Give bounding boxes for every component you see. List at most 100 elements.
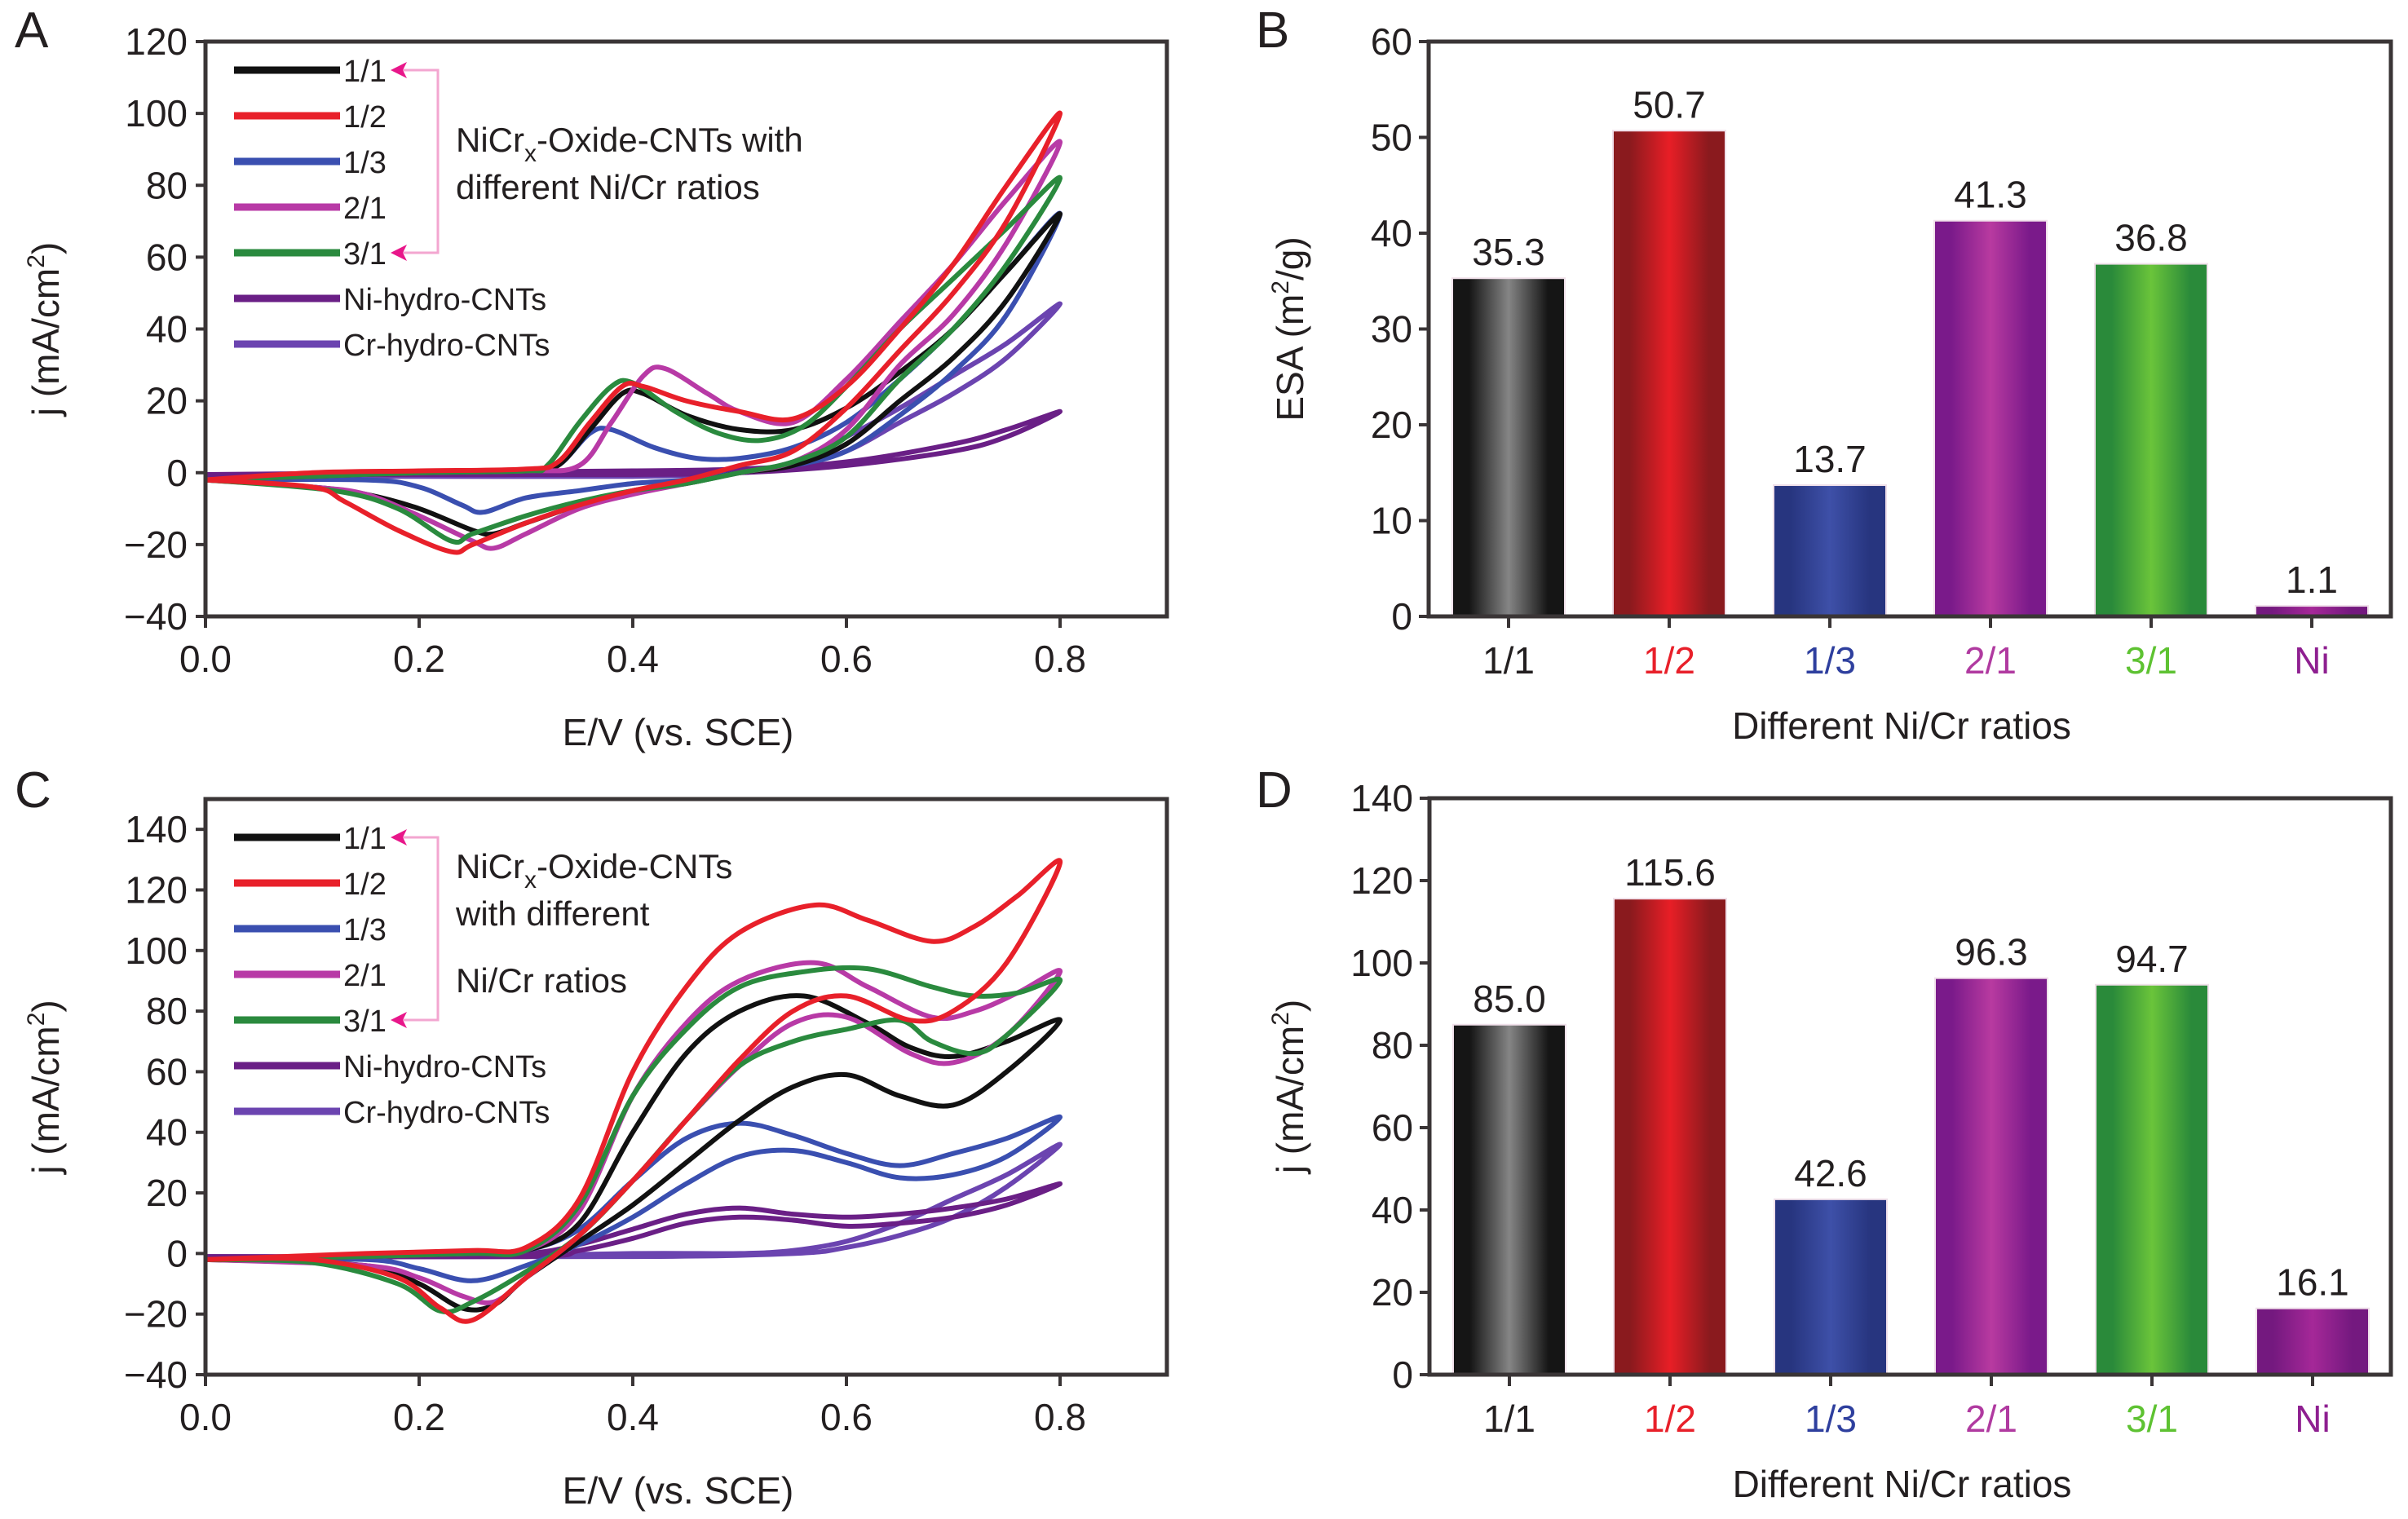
- panel-a-y-tick-label: 20: [146, 380, 188, 422]
- panel-c-series-cr-hydro-cnts: [205, 1141, 1063, 1260]
- panel-letter-a: A: [15, 2, 49, 59]
- panel-b-y-tick-label: 30: [1371, 308, 1412, 351]
- panel-b-esa-bar-chart: 0 10 20 30 40 50 60 35.3 1/1 50.7 1/2 13.7 1/3 41.3 2/…: [1267, 20, 2393, 747]
- panel-b-category-label: 1/1: [1482, 639, 1535, 682]
- panel-a-y-tick-label: 60: [146, 236, 188, 278]
- panel-a-legend-label: Cr-hydro-CNTs: [343, 329, 550, 363]
- panel-c-legend-label: 1/1: [343, 822, 387, 856]
- panel-a-y-tick-label: 0: [166, 452, 188, 494]
- panel-b-bar-1-3: [1773, 484, 1887, 618]
- panel-b-plot-frame: [1426, 39, 2393, 619]
- panel-a-legend-note-line1: NiCrx-Oxide-CNTs with: [456, 121, 803, 167]
- panel-c-series-1-2: [205, 858, 1063, 1324]
- panel-d-data-label: 94.7: [2115, 938, 2189, 980]
- panel-a-y-tick-label: 40: [146, 308, 188, 351]
- panel-d-bar-1-3: [1774, 1198, 1888, 1375]
- panel-a-series-ni-hydro-cnts: [205, 408, 1063, 478]
- panel-d-bar-1-2: [1613, 898, 1727, 1375]
- panel-a-legend-item: 2/1: [234, 192, 387, 226]
- panel-d-y-tick-label: 80: [1372, 1024, 1413, 1066]
- panel-d-category-label: 1/1: [1483, 1398, 1535, 1440]
- panel-a-series-1-2: [205, 110, 1063, 555]
- panel-a-legend-label: 2/1: [343, 192, 387, 226]
- panel-d-data-label: 16.1: [2276, 1261, 2349, 1304]
- panel-a-legend-label: Ni-hydro-CNTs: [343, 283, 546, 317]
- panel-a-x-axis-title: E/V (vs. SCE): [563, 711, 794, 753]
- panel-c-y-tick-label: 60: [146, 1050, 188, 1093]
- panel-b-y-tick-label: 10: [1371, 500, 1412, 542]
- panel-c-legend-item: 1/3: [234, 913, 387, 947]
- panel-c-legend-item: 3/1: [234, 1005, 387, 1039]
- panel-c-legend-label: Cr-hydro-CNTs: [343, 1096, 550, 1130]
- panel-c-series-group: [205, 858, 1063, 1324]
- panel-d-category-label: 1/2: [1644, 1398, 1696, 1440]
- panel-c-y-axis-title: j (mA/cm2): [23, 1000, 67, 1175]
- panel-c-y-tick-label: 120: [125, 868, 188, 911]
- panel-c-legend-item: 2/1: [234, 959, 387, 993]
- panel-c-legend-item: 1/1: [234, 822, 387, 856]
- panel-b-data-label: 41.3: [1954, 174, 2027, 216]
- panel-c-legend: 1/1 1/2 1/3 2/1 3/1 Ni-hydro-CNTs Cr-hydro-CNT…: [234, 822, 732, 1130]
- panel-d-x-axis-title: Different Ni/Cr ratios: [1733, 1463, 2072, 1505]
- panel-b-y-tick-label: 40: [1371, 212, 1412, 254]
- panel-c-y-tick-label: 0: [166, 1232, 188, 1274]
- panel-b-category-label: 1/2: [1643, 639, 1695, 682]
- panel-a-x-tick-label: 0.4: [607, 638, 659, 680]
- panel-a-y-tick-label: −40: [124, 595, 188, 638]
- panel-c-legend-item: Cr-hydro-CNTs: [234, 1096, 550, 1130]
- panel-a-legend-item: 3/1: [234, 237, 387, 272]
- panel-c-x-axis-title: E/V (vs. SCE): [563, 1469, 794, 1512]
- panel-d-y-tick-label: 60: [1372, 1106, 1413, 1149]
- panel-b-x-axis-title: Different Ni/Cr ratios: [1732, 704, 2071, 747]
- panel-c-legend-item: 1/2: [234, 868, 387, 902]
- panel-letter-c: C: [15, 762, 51, 819]
- panel-c-legend-note-line2: with different: [455, 894, 650, 933]
- panel-a-plot-frame: [203, 39, 1169, 619]
- panel-d-plot-frame: [1427, 796, 2393, 1377]
- panel-letter-b: B: [1256, 2, 1289, 59]
- panel-b-data-label: 13.7: [1793, 438, 1867, 480]
- panel-d-category-label: Ni: [2295, 1398, 2330, 1440]
- panel-d-bar-ni: [2256, 1307, 2370, 1375]
- panel-b-y-tick-label: 0: [1391, 595, 1412, 638]
- panel-c-x-tick-label: 0.2: [393, 1396, 445, 1438]
- panel-a-series-1-3: [205, 210, 1063, 515]
- panel-c-arrow-bottom-icon: [391, 1012, 407, 1028]
- panel-c-legend-label: 3/1: [343, 1005, 387, 1039]
- panel-c-plot-frame: [203, 797, 1169, 1377]
- panel-c-y-tick-label: 140: [125, 808, 188, 850]
- panel-c-series-3-1: [205, 965, 1063, 1314]
- panel-c-legend-item: Ni-hydro-CNTs: [234, 1050, 546, 1084]
- panel-c-arrow-top-icon: [391, 829, 407, 846]
- panel-a-legend-label: 3/1: [343, 237, 387, 272]
- panel-a-bracket: [402, 68, 440, 254]
- panel-d-y-tick-label: 0: [1392, 1353, 1413, 1396]
- panel-c-series-1-3: [205, 1114, 1063, 1283]
- panel-b-bar-1-2: [1612, 130, 1726, 617]
- panel-d-bar-1-1: [1452, 1023, 1566, 1375]
- panel-a-legend-label: 1/3: [343, 146, 387, 180]
- panel-a-y-tick-label: −20: [124, 523, 188, 566]
- panel-d-current-bar-chart: 0 20 40 60 80 100 120 140 85.0 1/1 115.6 1/2 42.6 1/3…: [1267, 777, 2393, 1505]
- panel-b-category-label: Ni: [2294, 639, 2329, 682]
- panel-b-y-tick-label: 50: [1371, 117, 1412, 159]
- panel-letter-d: D: [1256, 762, 1292, 819]
- panel-c-x-tick-label: 0.8: [1034, 1396, 1086, 1438]
- panel-c-legend-note-line3: Ni/Cr ratios: [456, 961, 627, 1000]
- panel-c-legend-label: 1/2: [343, 868, 387, 902]
- panel-c-legend-note-line1: NiCrx-Oxide-CNTs: [456, 847, 732, 894]
- panel-b-category-label: 2/1: [1964, 639, 2017, 682]
- panel-b-bar-3-1: [2094, 263, 2208, 617]
- panel-d-data-label: 96.3: [1955, 931, 2028, 974]
- panel-a-x-tick-label: 0.2: [393, 638, 445, 680]
- panel-c-legend-label: 2/1: [343, 959, 387, 993]
- panel-a-legend-item: Cr-hydro-CNTs: [234, 329, 550, 363]
- panel-a-legend-label: 1/1: [343, 55, 387, 89]
- panel-d-category-label: 3/1: [2126, 1398, 2178, 1440]
- panel-d-bar-3-1: [2095, 983, 2209, 1375]
- panel-a-x-tick-label: 0.8: [1034, 638, 1086, 680]
- panel-a-series-2-1: [205, 139, 1063, 551]
- panel-a-series-group: [205, 110, 1063, 555]
